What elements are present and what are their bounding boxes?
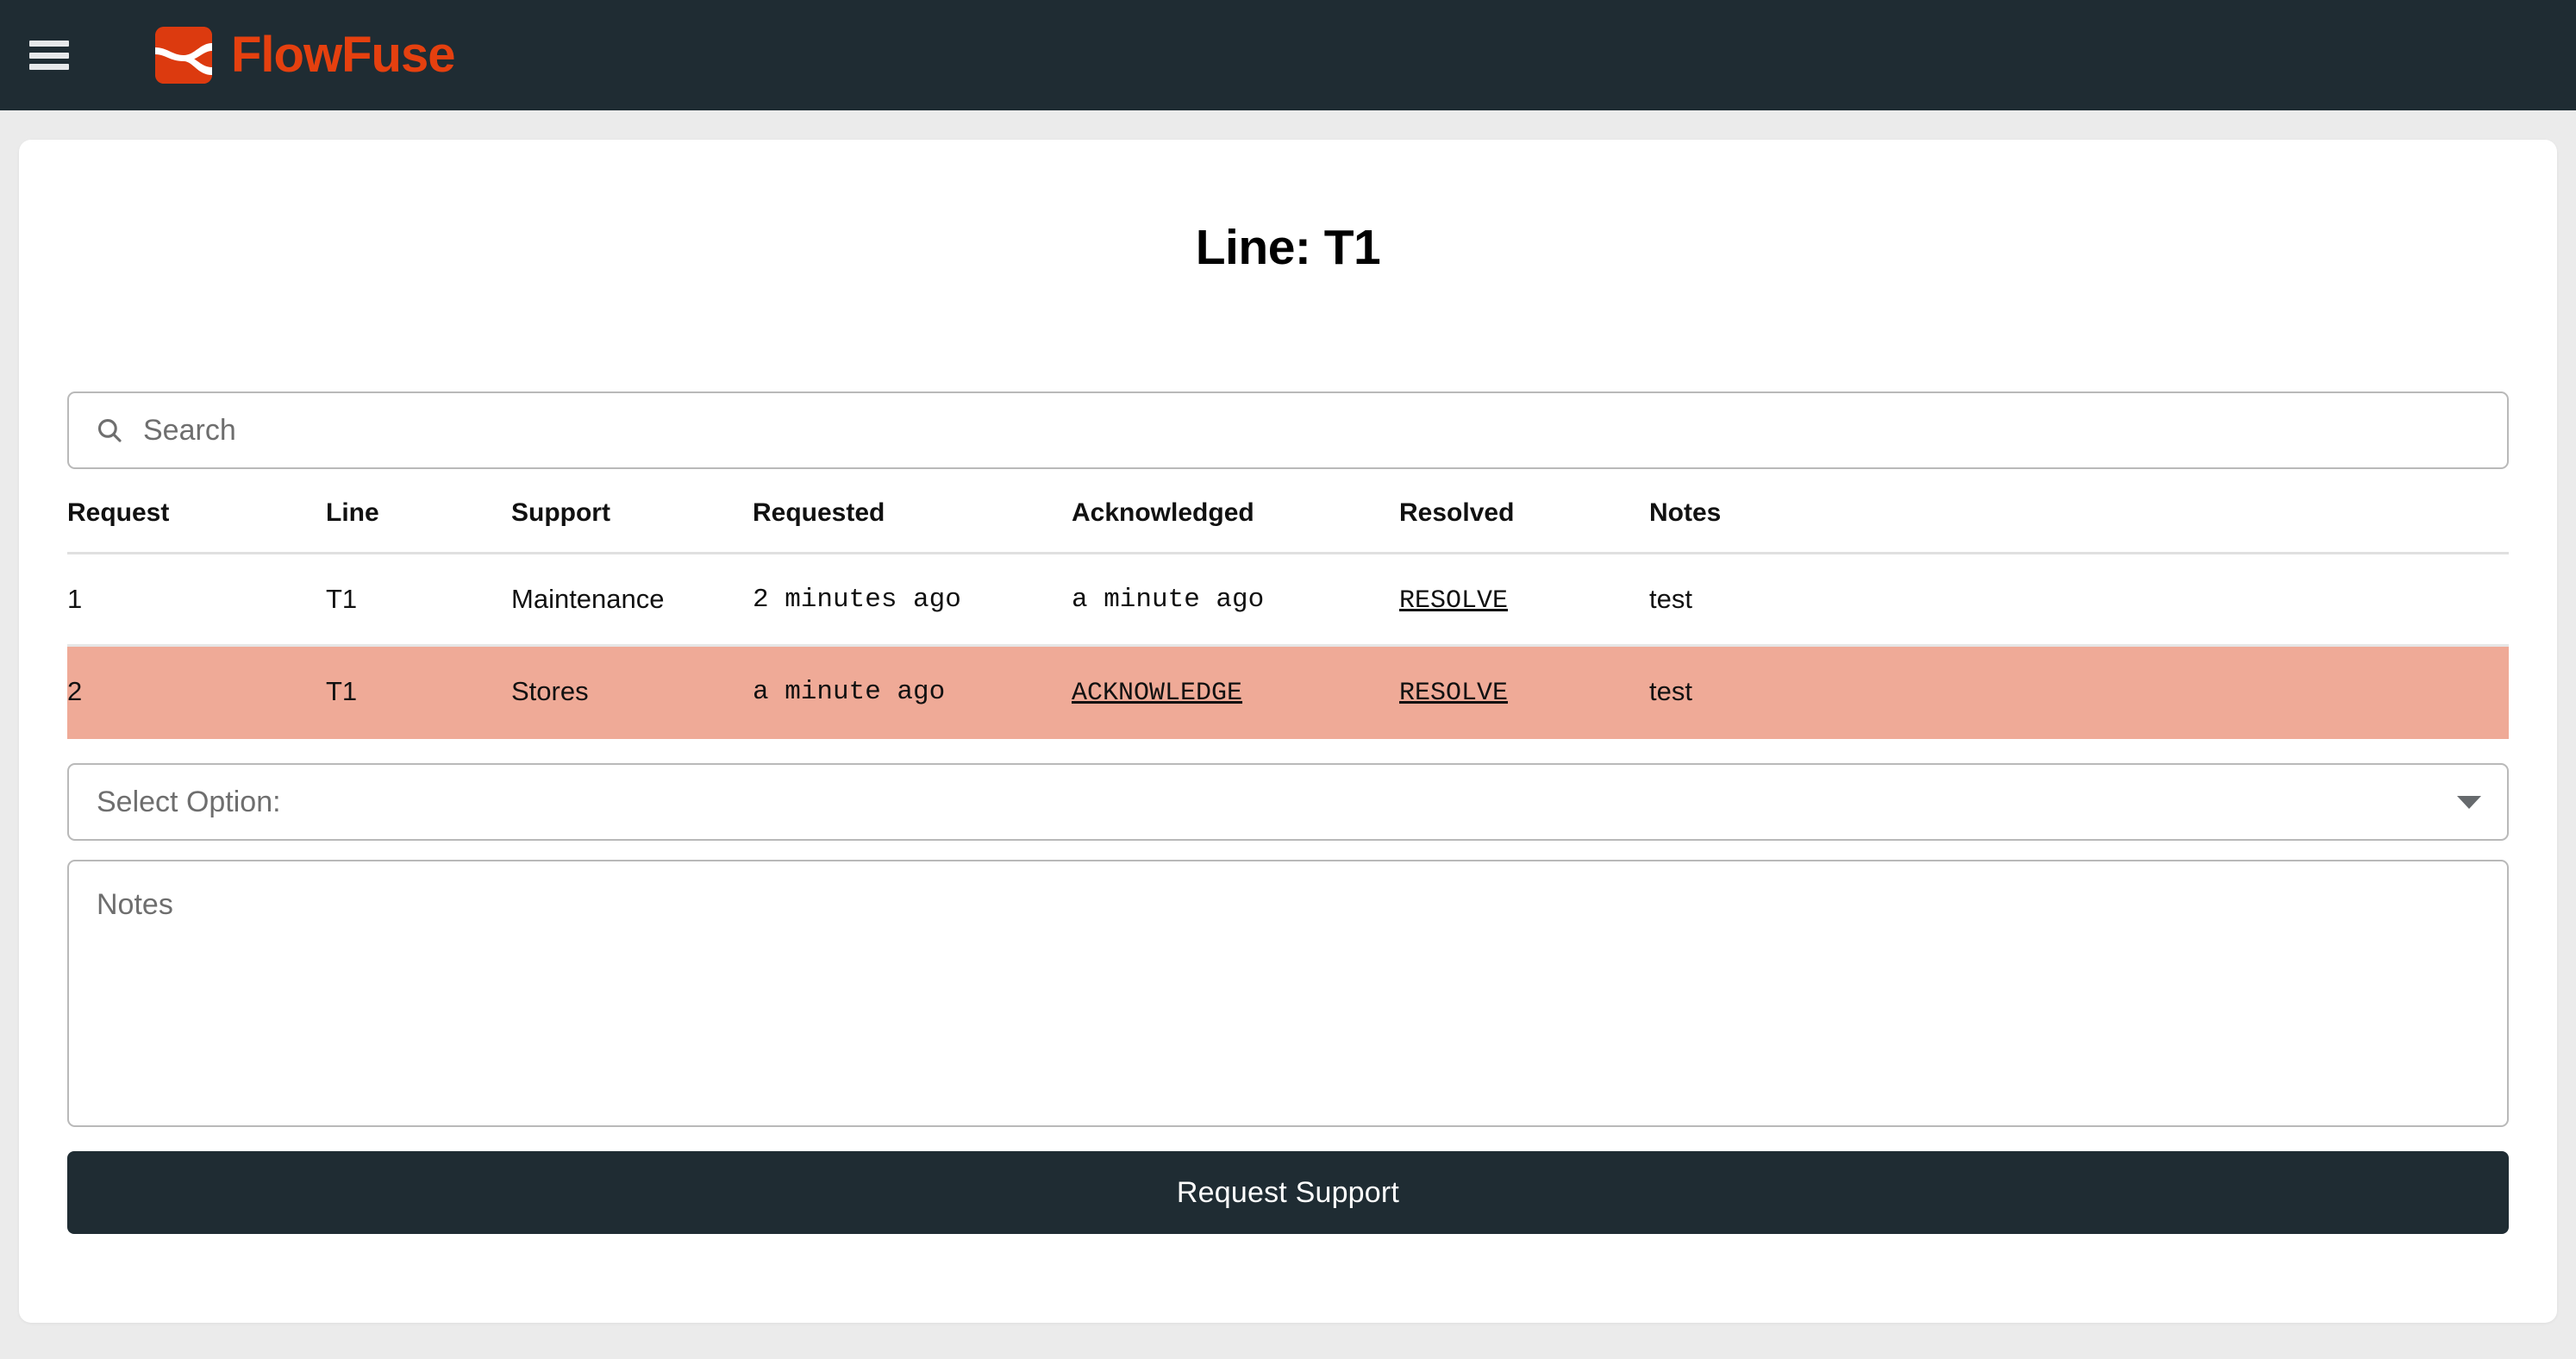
search-bar[interactable] xyxy=(67,391,2509,469)
hamburger-bar xyxy=(29,64,69,70)
column-header-requested: Requested xyxy=(753,469,1072,554)
column-header-notes: Notes xyxy=(1649,469,2509,554)
page-title: Line: T1 xyxy=(1195,220,1381,275)
cell-line: T1 xyxy=(326,645,511,739)
notes-input[interactable] xyxy=(97,886,2479,1101)
cell-acknowledged: ACKNOWLEDGE xyxy=(1072,645,1399,739)
support-requests-table: Request Line Support Requested Acknowled… xyxy=(67,469,2509,739)
column-header-resolved: Resolved xyxy=(1399,469,1649,554)
cell-request: 2 xyxy=(67,645,326,739)
cell-requested: a minute ago xyxy=(753,645,1072,739)
resolve-link[interactable]: RESOLVE xyxy=(1399,679,1509,708)
table-body: 1 T1 Maintenance 2 minutes ago a minute … xyxy=(67,553,2509,739)
cell-support: Maintenance xyxy=(511,553,753,647)
table-header: Request Line Support Requested Acknowled… xyxy=(67,469,2509,554)
resolve-link[interactable]: RESOLVE xyxy=(1399,586,1509,616)
brand-name: FlowFuse xyxy=(231,27,455,83)
column-header-line: Line xyxy=(326,469,511,554)
column-header-request: Request xyxy=(67,469,326,554)
brand-logo[interactable]: FlowFuse xyxy=(155,27,455,84)
content-card: Line: T1 Request Line Support xyxy=(19,140,2557,1323)
column-header-support: Support xyxy=(511,469,753,554)
page-body: Line: T1 Request Line Support xyxy=(0,110,2576,1359)
notes-field-wrapper[interactable] xyxy=(67,860,2509,1127)
column-header-acknowledged: Acknowledged xyxy=(1072,469,1399,554)
cell-resolved: RESOLVE xyxy=(1399,553,1649,647)
cell-notes: test xyxy=(1649,645,2509,739)
table-header-row: Request Line Support Requested Acknowled… xyxy=(67,469,2509,554)
chevron-down-icon xyxy=(2457,795,2481,809)
hamburger-bar xyxy=(29,52,69,59)
cell-notes: test xyxy=(1649,553,2509,647)
cell-line: T1 xyxy=(326,553,511,647)
top-navbar: FlowFuse xyxy=(0,0,2576,110)
acknowledge-link[interactable]: ACKNOWLEDGE xyxy=(1072,679,1243,708)
search-icon xyxy=(95,416,124,445)
cell-support: Stores xyxy=(511,645,753,739)
cell-resolved: RESOLVE xyxy=(1399,645,1649,739)
request-support-button[interactable]: Request Support xyxy=(67,1151,2509,1234)
table-row[interactable]: 2 T1 Stores a minute ago ACKNOWLEDGE RES… xyxy=(67,645,2509,739)
select-option-value: Select Option: xyxy=(97,785,281,818)
hamburger-bar xyxy=(29,41,69,47)
table-row[interactable]: 1 T1 Maintenance 2 minutes ago a minute … xyxy=(67,553,2509,647)
hamburger-menu-icon[interactable] xyxy=(29,41,69,70)
cell-requested: 2 minutes ago xyxy=(753,553,1072,647)
cell-request: 1 xyxy=(67,553,326,647)
flowfuse-logo-icon xyxy=(155,27,212,84)
search-input[interactable] xyxy=(143,413,2481,448)
select-option-dropdown[interactable]: Select Option: xyxy=(67,763,2509,841)
cell-acknowledged: a minute ago xyxy=(1072,553,1399,647)
